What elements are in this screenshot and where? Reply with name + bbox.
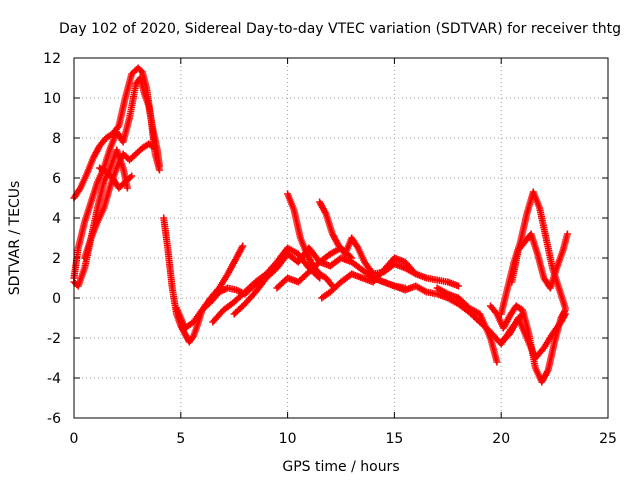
series-trace-2 — [70, 74, 163, 282]
x-tick-label: 20 — [492, 431, 510, 447]
y-tick-label: 0 — [52, 291, 61, 307]
y-tick-label: -2 — [47, 331, 61, 347]
y-tick-label: 8 — [52, 131, 61, 147]
chart-title: Day 102 of 2020, Sidereal Day-to-day VTE… — [59, 21, 621, 37]
x-axis-label: GPS time / hours — [282, 459, 399, 475]
y-tick-label: -6 — [47, 411, 61, 427]
data-point — [239, 242, 247, 250]
series-trace-10 — [284, 190, 336, 290]
data-point — [561, 310, 569, 318]
data-point — [155, 162, 163, 170]
series-trace-18 — [508, 230, 571, 292]
data-point — [123, 184, 131, 192]
x-tick-label: 10 — [279, 431, 297, 447]
series-trace-4 — [81, 140, 159, 262]
data-point — [563, 230, 571, 238]
y-tick-label: 6 — [52, 171, 61, 187]
series-trace-9 — [230, 244, 356, 318]
data-point — [454, 282, 462, 290]
data-points — [70, 64, 571, 386]
series-trace-5 — [96, 164, 136, 192]
y-axis-label: SDTVAR / TECUs — [7, 181, 23, 296]
series-trace-15 — [433, 284, 501, 366]
y-tick-label: 12 — [43, 51, 61, 67]
data-point — [151, 144, 159, 152]
y-tick-label: 2 — [52, 251, 61, 267]
x-tick-label: 0 — [70, 431, 79, 447]
plot-frame — [73, 57, 609, 419]
y-tick-label: -4 — [47, 371, 61, 387]
data-point — [561, 304, 569, 312]
x-tick-label: 5 — [176, 431, 185, 447]
axis-ticks: -6 -4 -2 0 2 4 6 8 10 12 0 5 10 15 20 25 — [43, 51, 617, 447]
series-trace-19 — [497, 310, 569, 362]
x-tick-label: 25 — [599, 431, 617, 447]
data-point — [493, 358, 501, 366]
y-tick-label: 4 — [52, 211, 61, 227]
data-point — [128, 172, 136, 180]
series-trace-6 — [160, 214, 247, 346]
x-tick-label: 15 — [385, 431, 403, 447]
y-tick-label: 10 — [43, 91, 61, 107]
